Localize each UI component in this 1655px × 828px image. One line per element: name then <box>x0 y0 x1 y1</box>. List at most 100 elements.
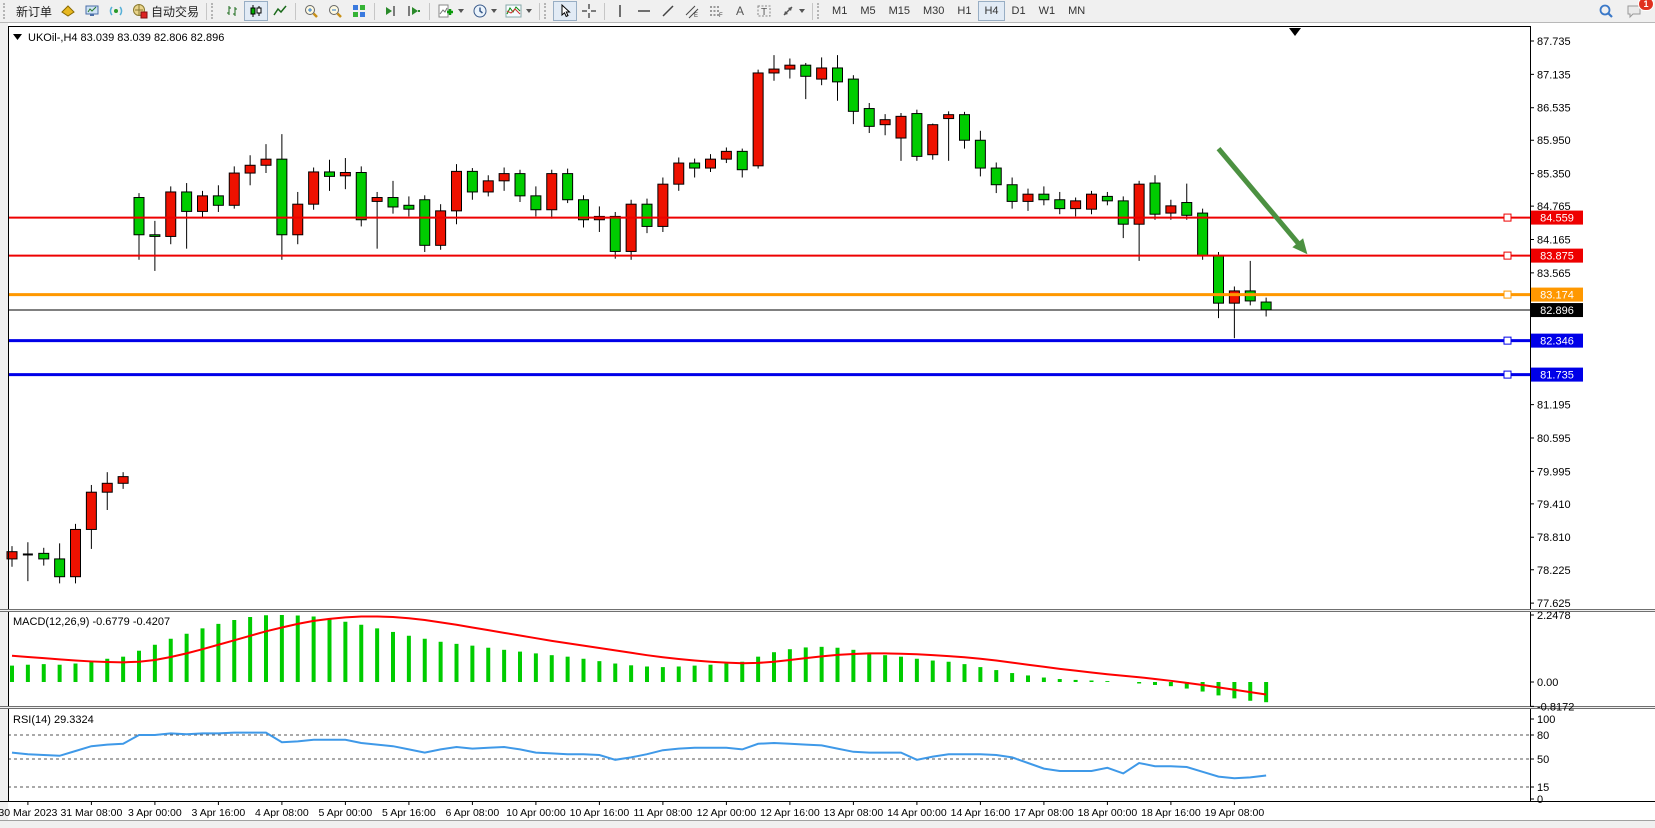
autotrading-icon <box>132 3 148 19</box>
monitor-chart-icon <box>84 3 100 19</box>
timeframe-H4[interactable]: H4 <box>978 1 1005 21</box>
zoom-out-icon <box>327 3 343 19</box>
toolbar-separator <box>295 2 297 20</box>
search-icon <box>1598 3 1614 19</box>
svg-text:E: E <box>694 13 698 19</box>
autotrading-button[interactable]: 自动交易 <box>128 1 203 21</box>
trendline-tool-button[interactable] <box>656 1 680 21</box>
toolbar-grip[interactable] <box>3 3 9 19</box>
svg-text:80.595: 80.595 <box>1537 433 1571 445</box>
text-label-icon: T <box>756 3 772 19</box>
svg-text:86.535: 86.535 <box>1537 103 1571 115</box>
notifications-button[interactable]: 1 <box>1622 0 1654 21</box>
vertical-line-tool-button[interactable] <box>608 1 632 21</box>
svg-text:78.225: 78.225 <box>1537 565 1571 577</box>
fibonacci-tool-button[interactable]: F <box>704 1 728 21</box>
svg-text:87.735: 87.735 <box>1537 36 1571 48</box>
timeframe-W1[interactable]: W1 <box>1038 5 1056 17</box>
text-a-icon: A <box>732 3 748 19</box>
zoom-in-icon <box>303 3 319 19</box>
gold-diamond-button[interactable] <box>56 1 80 21</box>
timeframe-M15[interactable]: M15 <box>888 5 910 17</box>
svg-text:87.135: 87.135 <box>1537 69 1571 81</box>
timeframe-H1[interactable]: H1 <box>957 5 972 17</box>
svg-text:UKOil-,H4 83.039 83.039 82.80: UKOil-,H4 83.039 83.039 82.806 82.896 <box>28 32 224 44</box>
zoom-in-button[interactable] <box>299 1 323 21</box>
autotrading-label: 自动交易 <box>151 4 200 19</box>
svg-text:15: 15 <box>1537 782 1549 794</box>
svg-text:3 Apr 00:00: 3 Apr 00:00 <box>128 807 182 819</box>
timeframe-MN[interactable]: MN <box>1068 5 1086 17</box>
gold-diamond-icon <box>60 3 76 19</box>
svg-text:13 Apr 08:00: 13 Apr 08:00 <box>824 807 884 819</box>
trendline-icon <box>660 3 676 19</box>
search-button[interactable] <box>1594 1 1618 21</box>
svg-text:4 Apr 08:00: 4 Apr 08:00 <box>255 807 309 819</box>
svg-text:14 Apr 16:00: 14 Apr 16:00 <box>951 807 1011 819</box>
new-order-button[interactable]: 新订单 <box>12 1 56 21</box>
indicators-icon <box>505 3 523 19</box>
toolbar-separator <box>604 2 606 20</box>
text-tool-button[interactable]: A <box>728 1 752 21</box>
svg-text:17 Apr 08:00: 17 Apr 08:00 <box>1014 807 1074 819</box>
svg-text:12 Apr 16:00: 12 Apr 16:00 <box>760 807 820 819</box>
toolbar-grip[interactable] <box>817 3 823 19</box>
timeframe-group: M1 M5 M15 M30 H1 H4 D1 W1 MN <box>826 1 1091 21</box>
svg-text:10 Apr 00:00: 10 Apr 00:00 <box>506 807 566 819</box>
timeframe-M30[interactable]: M30 <box>923 5 945 17</box>
candlestick-chart-button[interactable] <box>244 1 269 21</box>
tile-windows-icon <box>351 3 367 19</box>
auto-scroll-button[interactable] <box>378 1 402 21</box>
toolbar-separator <box>206 2 208 20</box>
svg-text:77.625: 77.625 <box>1537 598 1571 610</box>
toolbar-grip[interactable] <box>211 3 217 19</box>
toolbar-grip[interactable] <box>544 3 550 19</box>
cursor-tool-button[interactable] <box>553 1 578 21</box>
market-watch-button[interactable] <box>80 1 104 21</box>
bar-chart-button[interactable] <box>220 1 244 21</box>
zoom-out-button[interactable] <box>323 1 347 21</box>
text-label-tool-button[interactable]: T <box>752 1 776 21</box>
candlestick-chart-icon <box>248 3 264 19</box>
timeframe-D1[interactable]: D1 <box>1011 5 1026 17</box>
chart-canvas[interactable]: 87.735 87.135 86.535 85.950 85.350 84.765 84.1… <box>0 23 1655 828</box>
svg-text:82.896: 82.896 <box>1540 305 1574 317</box>
toolbar-separator <box>812 2 814 20</box>
svg-text:85.350: 85.350 <box>1537 169 1571 181</box>
channel-tool-button[interactable]: E <box>680 1 704 21</box>
svg-text:100: 100 <box>1537 714 1555 726</box>
svg-text:83.174: 83.174 <box>1540 290 1574 302</box>
svg-text:83.565: 83.565 <box>1537 268 1571 280</box>
svg-text:50: 50 <box>1537 754 1549 766</box>
svg-text:19 Apr 08:00: 19 Apr 08:00 <box>1205 807 1265 819</box>
timeframe-M1[interactable]: M1 <box>832 5 848 17</box>
svg-text:6 Apr 08:00: 6 Apr 08:00 <box>446 807 500 819</box>
timeframe-M5[interactable]: M5 <box>860 5 876 17</box>
auto-scroll-icon <box>382 3 398 19</box>
signal-button[interactable] <box>104 1 128 21</box>
new-chart-button[interactable] <box>433 1 468 21</box>
svg-text:10 Apr 16:00: 10 Apr 16:00 <box>570 807 630 819</box>
svg-text:T: T <box>761 7 767 18</box>
arrows-tool-button[interactable] <box>776 1 809 21</box>
chart-shift-button[interactable] <box>402 1 426 21</box>
bar-chart-icon <box>224 3 240 19</box>
vertical-line-icon <box>612 3 628 19</box>
crosshair-icon <box>581 3 597 19</box>
periods-button[interactable] <box>468 1 501 21</box>
line-chart-button[interactable] <box>268 1 292 21</box>
horizontal-line-tool-button[interactable] <box>632 1 656 21</box>
svg-text:RSI(14) 29.3324: RSI(14) 29.3324 <box>13 714 94 726</box>
crosshair-tool-button[interactable] <box>577 1 601 21</box>
svg-text:79.995: 79.995 <box>1537 466 1571 478</box>
signal-waves-icon <box>108 3 124 19</box>
tile-windows-button[interactable] <box>347 1 371 21</box>
svg-text:83.875: 83.875 <box>1540 251 1574 263</box>
svg-text:0.00: 0.00 <box>1537 677 1558 689</box>
clock-icon <box>472 3 488 19</box>
svg-text:84.165: 84.165 <box>1537 234 1571 246</box>
svg-text:5 Apr 16:00: 5 Apr 16:00 <box>382 807 436 819</box>
svg-text:78.810: 78.810 <box>1537 532 1571 544</box>
svg-text:F: F <box>719 13 723 19</box>
indicators-button[interactable] <box>501 1 536 21</box>
